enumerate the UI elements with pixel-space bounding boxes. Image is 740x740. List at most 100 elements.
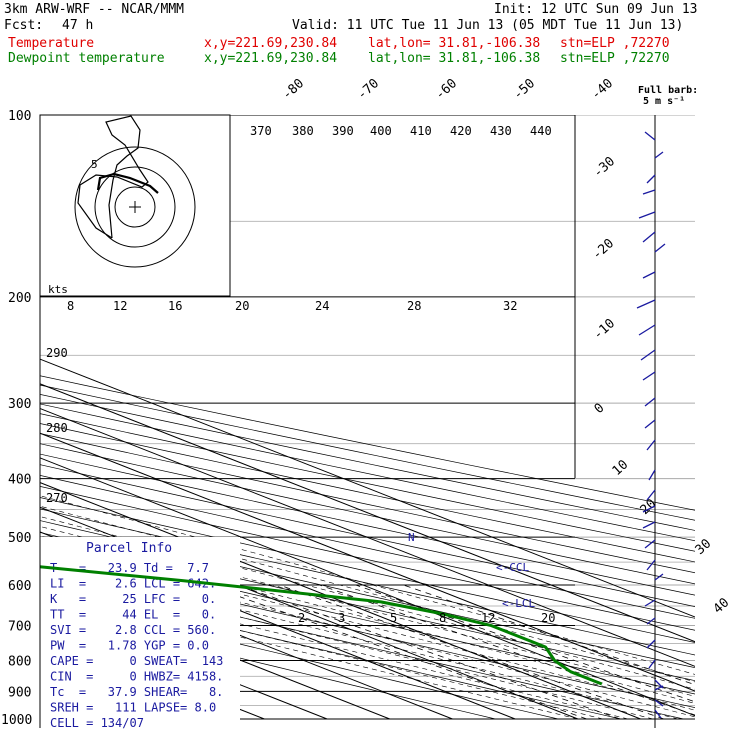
parcel-info-title: Parcel Info (86, 541, 172, 556)
mixing-ratio-label: 20 (541, 611, 555, 625)
wind-barb (648, 659, 656, 669)
legend-dewpoint-label: Dewpoint temperature (8, 51, 165, 66)
legend-temperature-latlon: lat,lon= 31.81,-106.38 (368, 36, 541, 51)
wind-barb (646, 617, 656, 625)
hodograph-trace (77, 115, 149, 239)
wind-barb (646, 559, 656, 571)
parcel-info-row: TT = 44 EL = 0. (50, 608, 216, 622)
wind-barb (654, 699, 664, 707)
theta-label: 380 (292, 124, 314, 138)
isotherm-label: -50 (511, 76, 538, 103)
wind-barb (642, 521, 656, 529)
hodograph-trace-bold (96, 172, 159, 194)
legend-temperature-xy: x,y=221.69,230.84 (204, 36, 338, 51)
parcel-info-row: CIN = 0 HWBZ= 4158. (50, 670, 223, 684)
dry-adiabat (40, 608, 496, 720)
init-time: Init: 12 UTC Sun 09 Jun 13 (494, 2, 698, 17)
lcl-marker: <-LCL (502, 597, 535, 610)
pressure-label: 500 (8, 531, 31, 546)
mixing-ratio-label: 2 (298, 611, 305, 625)
valid-time: Valid: 11 UTC Tue 11 Jun 13 (05 MDT Tue … (292, 18, 684, 33)
wind-barb (654, 709, 662, 719)
mixing-ratio-line (206, 584, 587, 720)
pressure-label: 100 (8, 109, 31, 124)
isotherm-label: -10 (591, 316, 618, 343)
wind-barb (644, 131, 656, 141)
pressure-label: 700 (8, 619, 31, 634)
parcel-marker: N (408, 531, 415, 544)
mixing-ratio-line (319, 584, 695, 716)
mixing-ratio-line (237, 584, 621, 720)
pressure-label: 1000 (1, 713, 32, 728)
theta-left-label: 280 (46, 421, 68, 435)
wind-barb (646, 639, 656, 649)
isotherm-label: -60 (433, 76, 460, 103)
moist-adiabat (40, 505, 695, 683)
wind-barb (642, 231, 656, 243)
mixing-ratio-label: 12 (481, 611, 495, 625)
wind-barb (646, 489, 656, 501)
wind-scale-label: 28 (407, 299, 421, 313)
parcel-info-row: PW = 1.78 YGP = 0.0 (50, 639, 209, 653)
isotherm-label: 10 (610, 457, 632, 479)
isotherm (40, 482, 641, 720)
hodograph-ring (94, 166, 176, 248)
mixing-ratio-line (403, 584, 695, 686)
isotherm (40, 432, 695, 692)
theta-label: 410 (410, 124, 432, 138)
barb-legend-title: Full barb: (638, 85, 698, 96)
dry-adiabat (40, 569, 684, 720)
theta-label: 370 (250, 124, 272, 138)
wind-barb (654, 243, 666, 253)
wind-barb (642, 505, 656, 513)
parcel-info-row: Tc = 37.9 SHEAR= 8. (50, 685, 223, 699)
moist-adiabat (40, 581, 604, 720)
wind-barb (644, 397, 656, 407)
wind-barb (638, 324, 656, 336)
dry-adiabat (40, 464, 695, 607)
theta-left-label: 270 (46, 491, 68, 505)
theta-label: 390 (332, 124, 354, 138)
pressure-label: 400 (8, 473, 31, 488)
dry-adiabat (40, 497, 695, 643)
isotherm (40, 531, 516, 720)
theta-left-label: 290 (46, 346, 68, 360)
parcel-info-row: CAPE = 0 SWEAT= 143 (50, 654, 223, 668)
temperature-profile (0, 350, 1, 452)
parcel-info-row: LI = 2.6 LCL = 642. (50, 577, 216, 591)
mixing-ratio-label: 3 (338, 611, 345, 625)
wind-scale-label: 16 (168, 299, 182, 313)
wind-barb (642, 189, 656, 195)
dry-adiabat (40, 453, 695, 596)
isotherm (40, 358, 695, 618)
wind-barb (646, 174, 656, 184)
model-title: 3km ARW-WRF -- NCAR/MMM (4, 2, 185, 17)
wind-scale-label: 24 (315, 299, 329, 313)
hodograph-ring-label: 5 (91, 158, 98, 171)
isotherm-label: -30 (591, 154, 618, 181)
isotherm (40, 407, 695, 667)
pressure-label: 900 (8, 685, 31, 700)
isotherm (40, 383, 695, 643)
moist-adiabat (40, 574, 629, 720)
parcel-info-row: K = 25 LFC = 0. (50, 592, 216, 606)
legend-dewpoint-stn: stn=ELP ,72270 (560, 51, 670, 66)
isotherm (40, 506, 579, 720)
legend-dewpoint-latlon: lat,lon= 31.81,-106.38 (368, 51, 541, 66)
moist-adiabat (40, 495, 695, 675)
wind-barb (646, 439, 656, 451)
parcel-info-row: SVI = 2.8 CCL = 560. (50, 623, 216, 637)
theta-label: 420 (450, 124, 472, 138)
wind-scale-label: 8 (67, 299, 74, 313)
ccl-marker: <-CCL (496, 561, 529, 574)
wind-barb (640, 349, 656, 361)
parcel-info-row: T = 23.9 Td = 7.7 (50, 561, 209, 575)
wind-scale-unit: kts (48, 283, 68, 296)
mixing-ratio-line (355, 584, 695, 703)
dry-adiabat (40, 595, 559, 720)
dry-adiabat (40, 485, 695, 631)
isotherm (40, 457, 695, 717)
pressure-label: 300 (8, 397, 31, 412)
wind-scale-label: 20 (235, 299, 249, 313)
